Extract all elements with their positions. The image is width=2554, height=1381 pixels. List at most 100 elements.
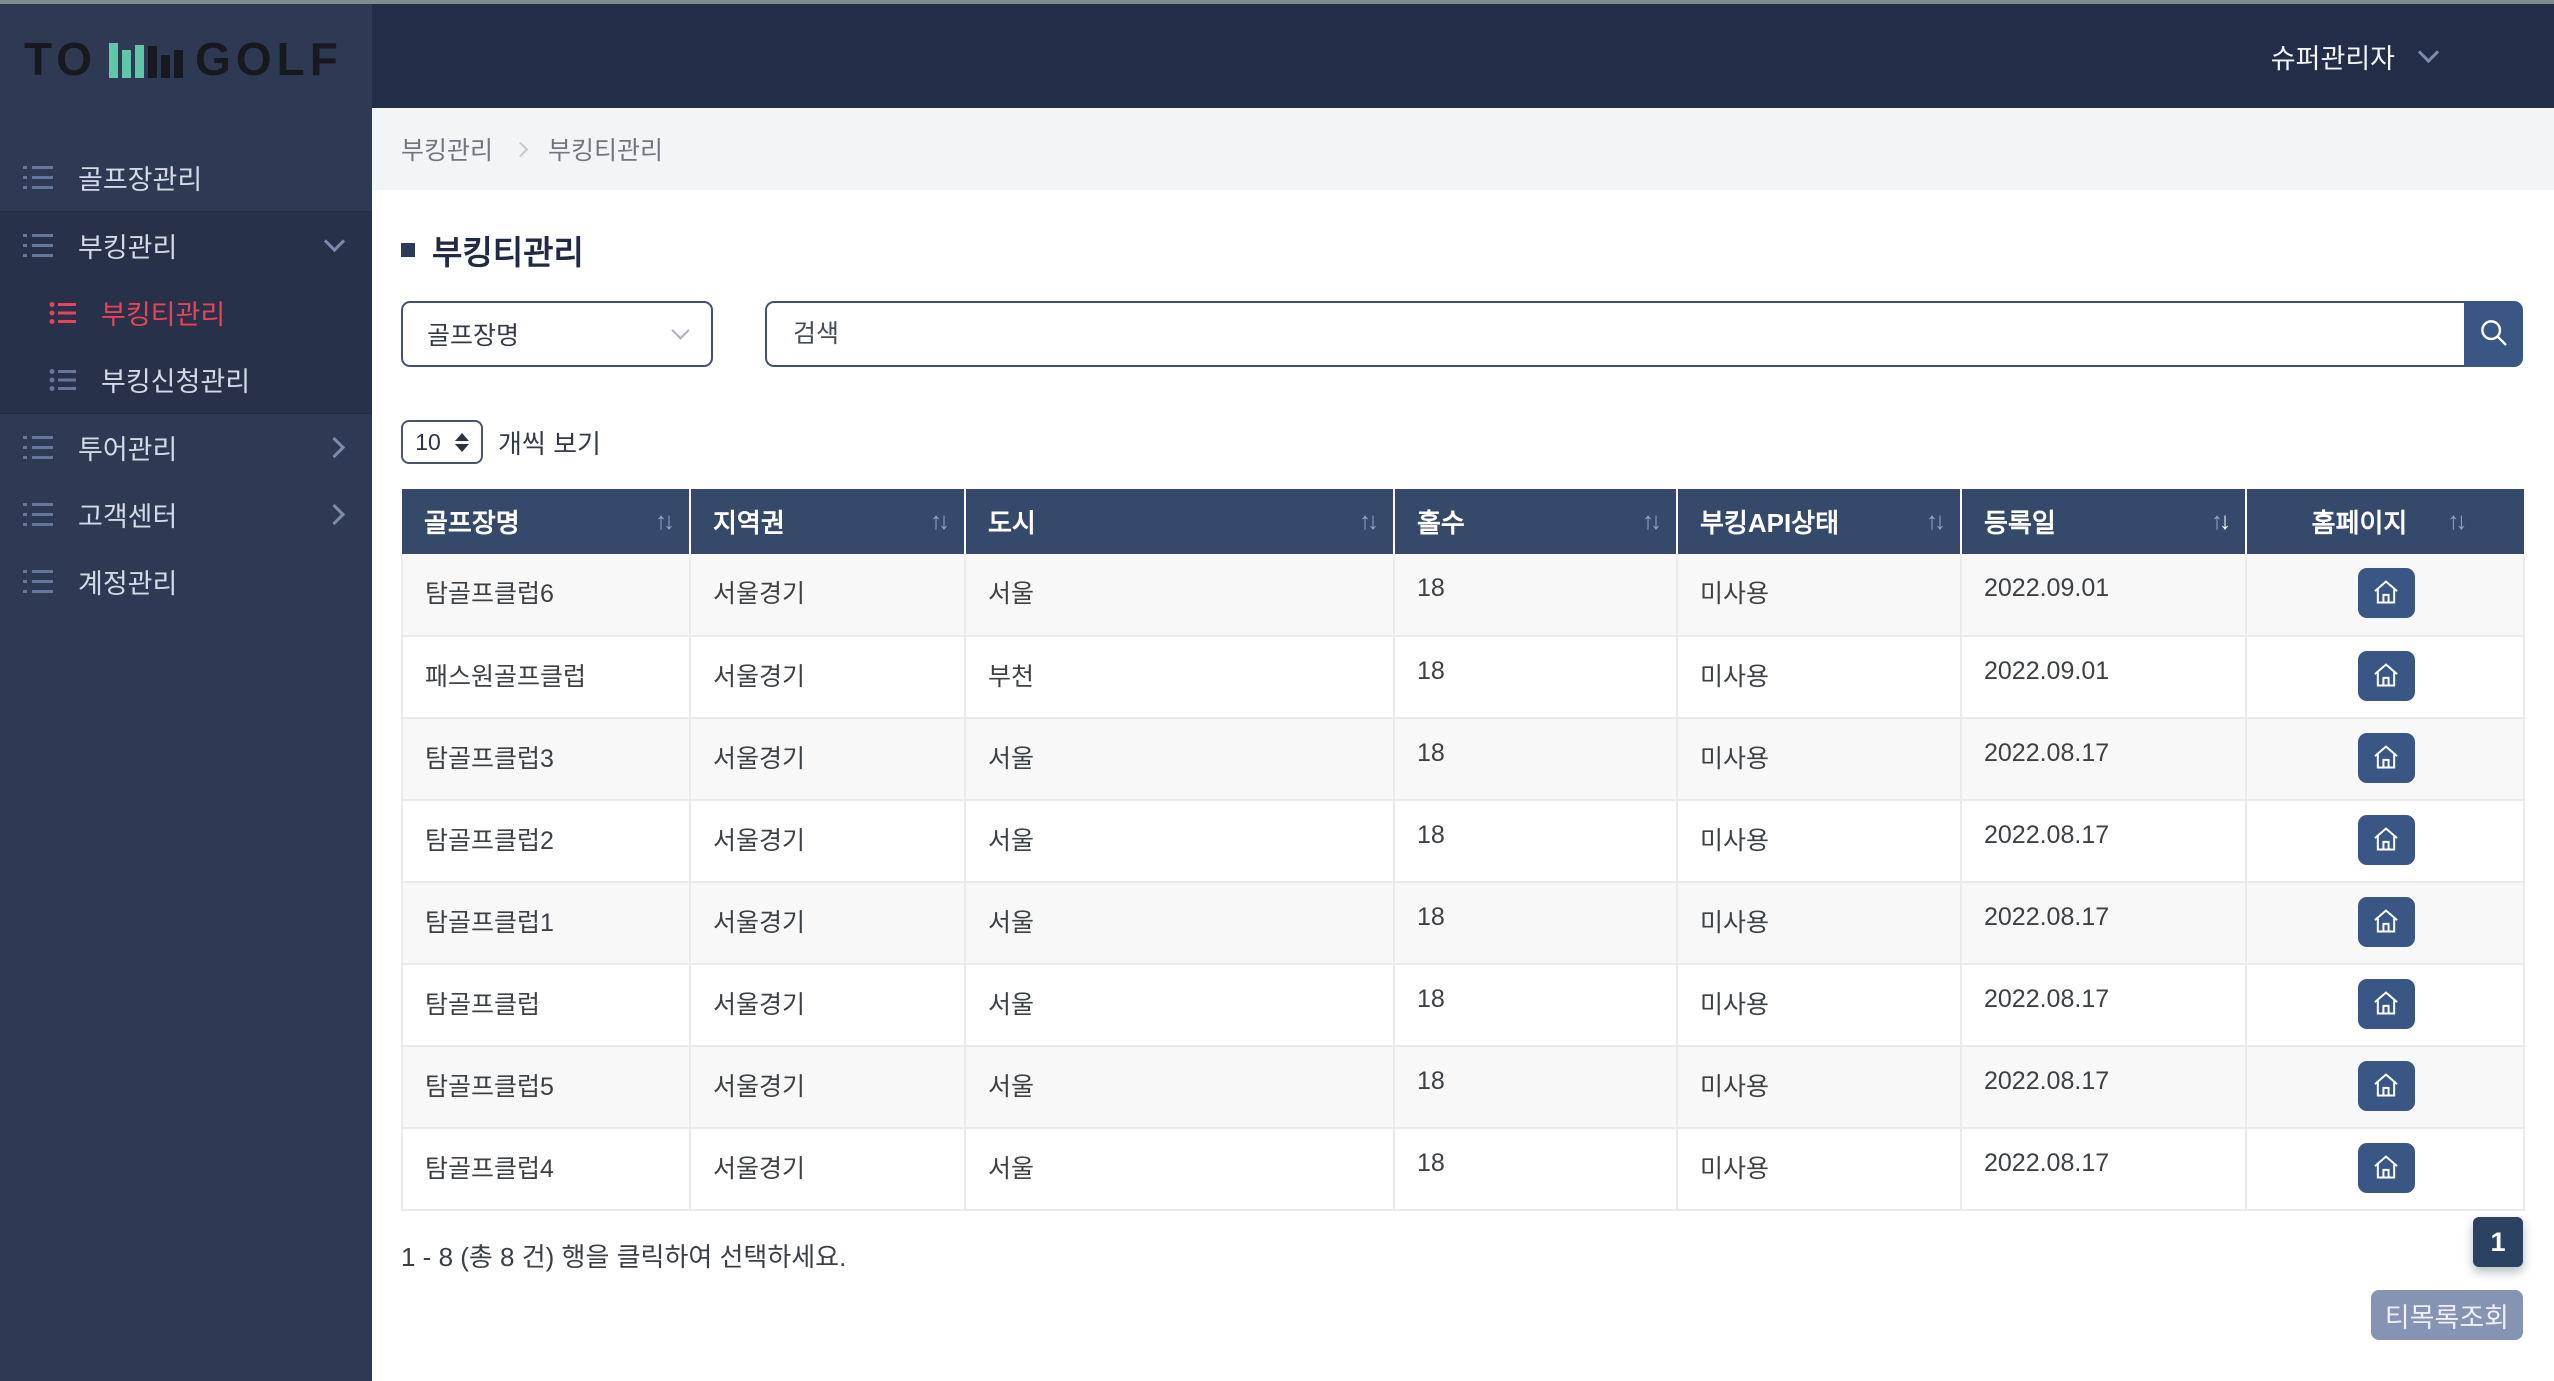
column-header-region[interactable]: 지역권 ↑↓	[690, 489, 966, 554]
chevron-down-icon	[2417, 41, 2440, 63]
chevron-down-icon	[671, 320, 690, 340]
cell-holes: 18	[1394, 636, 1678, 719]
chevron-right-icon	[323, 503, 346, 526]
homepage-button[interactable]	[2357, 979, 2415, 1029]
cell-homepage	[2246, 800, 2525, 883]
breadcrumb-item[interactable]: 부킹관리	[401, 137, 494, 165]
main-content: 부킹관리 부킹티관리 부킹티관리 골프장명	[372, 108, 2554, 1381]
cell-holes: 18	[1394, 1128, 1678, 1211]
home-icon	[2371, 907, 2401, 938]
search-input[interactable]	[765, 301, 2464, 367]
sidebar-item-label: 계정관리	[78, 569, 178, 599]
cell-region: 서울경기	[690, 718, 966, 801]
cell-api_status: 미사용	[1677, 636, 1962, 719]
cell-name: 탐골프클럽4	[401, 1128, 691, 1211]
cell-api_status: 미사용	[1677, 718, 1962, 801]
column-header-holes[interactable]: 홀수 ↑↓	[1394, 489, 1678, 554]
cell-region: 서울경기	[690, 554, 966, 637]
sort-icon: ↑↓	[930, 507, 950, 535]
cell-name: 탐골프클럽2	[401, 800, 691, 883]
table-body: 탐골프클럽6 서울경기 서울 18 미사용 2022.09.01 패스원골프클럽 서울경기 부천…	[401, 554, 2525, 1211]
cell-city: 서울	[965, 554, 1395, 637]
home-icon	[2371, 578, 2401, 609]
table-header-row: 골프장명 ↑↓ 지역권 ↑↓ 도시 ↑↓ 홀수 ↑↓ 부킹API상태 ↑↓ 등록일 ↑↓ 홈…	[402, 489, 2524, 554]
numbered-list-icon	[22, 164, 54, 192]
table-row[interactable]: 탐골프클럽4 서울경기 서울 18 미사용 2022.08.17	[401, 1128, 2525, 1211]
numbered-list-icon	[22, 568, 54, 596]
stepper-icon	[454, 432, 469, 452]
sidebar-item-account[interactable]: 계정관리	[0, 548, 372, 615]
cell-reg_date: 2022.08.17	[1961, 1128, 2247, 1211]
breadcrumb-item[interactable]: 부킹티관리	[548, 137, 664, 165]
home-icon	[2371, 825, 2401, 856]
tee-list-search-button[interactable]: 티목록조회	[2370, 1290, 2523, 1340]
cell-holes: 18	[1394, 964, 1678, 1047]
search-button[interactable]	[2464, 301, 2523, 367]
sidebar-item-label: 고객센터	[78, 502, 178, 532]
sidebar-item-booking[interactable]: 부킹관리	[0, 212, 372, 279]
table-row[interactable]: 패스원골프클럽 서울경기 부천 18 미사용 2022.09.01	[401, 636, 2525, 719]
home-icon	[2371, 989, 2401, 1020]
sidebar-item-booking-request[interactable]: 부킹신청관리	[0, 346, 372, 413]
table-row[interactable]: 탐골프클럽 서울경기 서울 18 미사용 2022.08.17	[401, 964, 2525, 1047]
homepage-button[interactable]	[2357, 1061, 2415, 1111]
cell-homepage	[2246, 636, 2525, 719]
sidebar-item-tour[interactable]: 투어관리	[0, 414, 372, 481]
sidebar-item-customer-center[interactable]: 고객센터	[0, 481, 372, 548]
pagesize-select[interactable]: 10	[401, 420, 483, 464]
top-header: 슈퍼관리자	[372, 4, 2554, 108]
sidebar-item-label: 부킹관리	[78, 233, 178, 263]
app-logo[interactable]: TO GOLF	[0, 4, 372, 108]
cell-region: 서울경기	[690, 882, 966, 965]
chevron-down-icon	[323, 230, 346, 253]
home-icon	[2371, 1071, 2401, 1102]
sort-icon: ↑↓	[1642, 507, 1662, 535]
homepage-button[interactable]	[2357, 1143, 2415, 1193]
homepage-button[interactable]	[2357, 897, 2415, 947]
homepage-button[interactable]	[2357, 568, 2415, 618]
column-header-homepage[interactable]: 홈페이지 ↑↓	[2246, 489, 2524, 554]
table-row[interactable]: 탐골프클럽6 서울경기 서울 18 미사용 2022.09.01	[401, 554, 2525, 637]
homepage-button[interactable]	[2357, 651, 2415, 701]
table-row[interactable]: 탐골프클럽2 서울경기 서울 18 미사용 2022.08.17	[401, 800, 2525, 883]
cell-name: 탐골프클럽5	[401, 1046, 691, 1129]
column-header-city[interactable]: 도시 ↑↓	[965, 489, 1395, 554]
user-menu[interactable]: 슈퍼관리자	[2271, 37, 2440, 76]
cell-name: 탐골프클럽6	[401, 554, 691, 637]
column-header-reg-date[interactable]: 등록일 ↑↓	[1961, 489, 2247, 554]
cell-holes: 18	[1394, 1046, 1678, 1129]
cell-api_status: 미사용	[1677, 964, 1962, 1047]
cell-name: 탐골프클럽1	[401, 882, 691, 965]
cell-region: 서울경기	[690, 800, 966, 883]
table-row[interactable]: 탐골프클럽1 서울경기 서울 18 미사용 2022.08.17	[401, 882, 2525, 965]
sidebar-nav: 골프장관리 부킹관리 부킹티관리	[0, 108, 372, 615]
sidebar: TO GOLF 골프장관리	[0, 4, 372, 1381]
pagination-page-1-button[interactable]: 1	[2473, 1217, 2523, 1267]
table-row[interactable]: 탐골프클럽5 서울경기 서울 18 미사용 2022.08.17	[401, 1046, 2525, 1129]
action-row: 티목록조회	[401, 1290, 2523, 1340]
cell-holes: 18	[1394, 882, 1678, 965]
cell-city: 서울	[965, 800, 1395, 883]
bulleted-list-icon	[49, 368, 77, 392]
table-row[interactable]: 탐골프클럽3 서울경기 서울 18 미사용 2022.08.17	[401, 718, 2525, 801]
homepage-button[interactable]	[2357, 733, 2415, 783]
top-accent-line	[0, 0, 2554, 4]
cell-homepage	[2246, 1128, 2525, 1211]
sidebar-item-golf-course[interactable]: 골프장관리	[0, 144, 372, 211]
sidebar-item-booking-tee[interactable]: 부킹티관리	[0, 279, 372, 346]
cell-homepage	[2246, 964, 2525, 1047]
search-category-select[interactable]: 골프장명	[401, 301, 713, 367]
cell-region: 서울경기	[690, 1128, 966, 1211]
column-header-api-status[interactable]: 부킹API상태 ↑↓	[1677, 489, 1962, 554]
pagesize-value: 10	[415, 428, 441, 455]
filter-row: 골프장명	[401, 301, 2523, 367]
cell-city: 서울	[965, 718, 1395, 801]
column-header-golf-course[interactable]: 골프장명 ↑↓	[402, 489, 691, 554]
pagesize-row: 10 개씩 보기	[401, 420, 2523, 464]
title-bullet-icon	[401, 243, 415, 257]
cell-reg_date: 2022.08.17	[1961, 718, 2247, 801]
cell-name: 탐골프클럽3	[401, 718, 691, 801]
homepage-button[interactable]	[2357, 815, 2415, 865]
sort-desc-icon: ↑↓	[2211, 507, 2231, 535]
pagesize-label: 개씩 보기	[498, 428, 601, 459]
